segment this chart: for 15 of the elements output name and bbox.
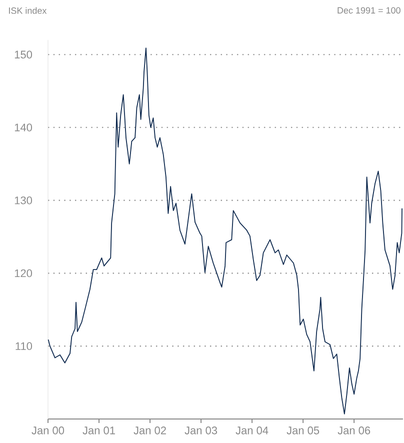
y-tick-label: 120 <box>15 269 32 278</box>
text: Dec 1991 = 100 <box>338 7 401 14</box>
y-tick-label: 150 <box>15 50 32 58</box>
x-tick-label: Jan 00 <box>32 426 64 434</box>
x-tick-label: Jan 06 <box>338 426 370 434</box>
x-tick-label: Jan 01 <box>82 426 116 434</box>
y-tick-label: 130 <box>15 196 32 204</box>
y-tick-label: 140 <box>15 124 32 132</box>
x-tick-label: Jan 04 <box>236 426 268 434</box>
x-tick-label: Jan 05 <box>286 426 320 434</box>
x-tick-label: Jan 03 <box>184 426 218 434</box>
y-axis-title: ISK index <box>9 7 47 14</box>
x-tick-label: Jan 02 <box>134 426 166 434</box>
line-series <box>48 48 403 414</box>
y-tick-label: 110 <box>16 342 32 350</box>
